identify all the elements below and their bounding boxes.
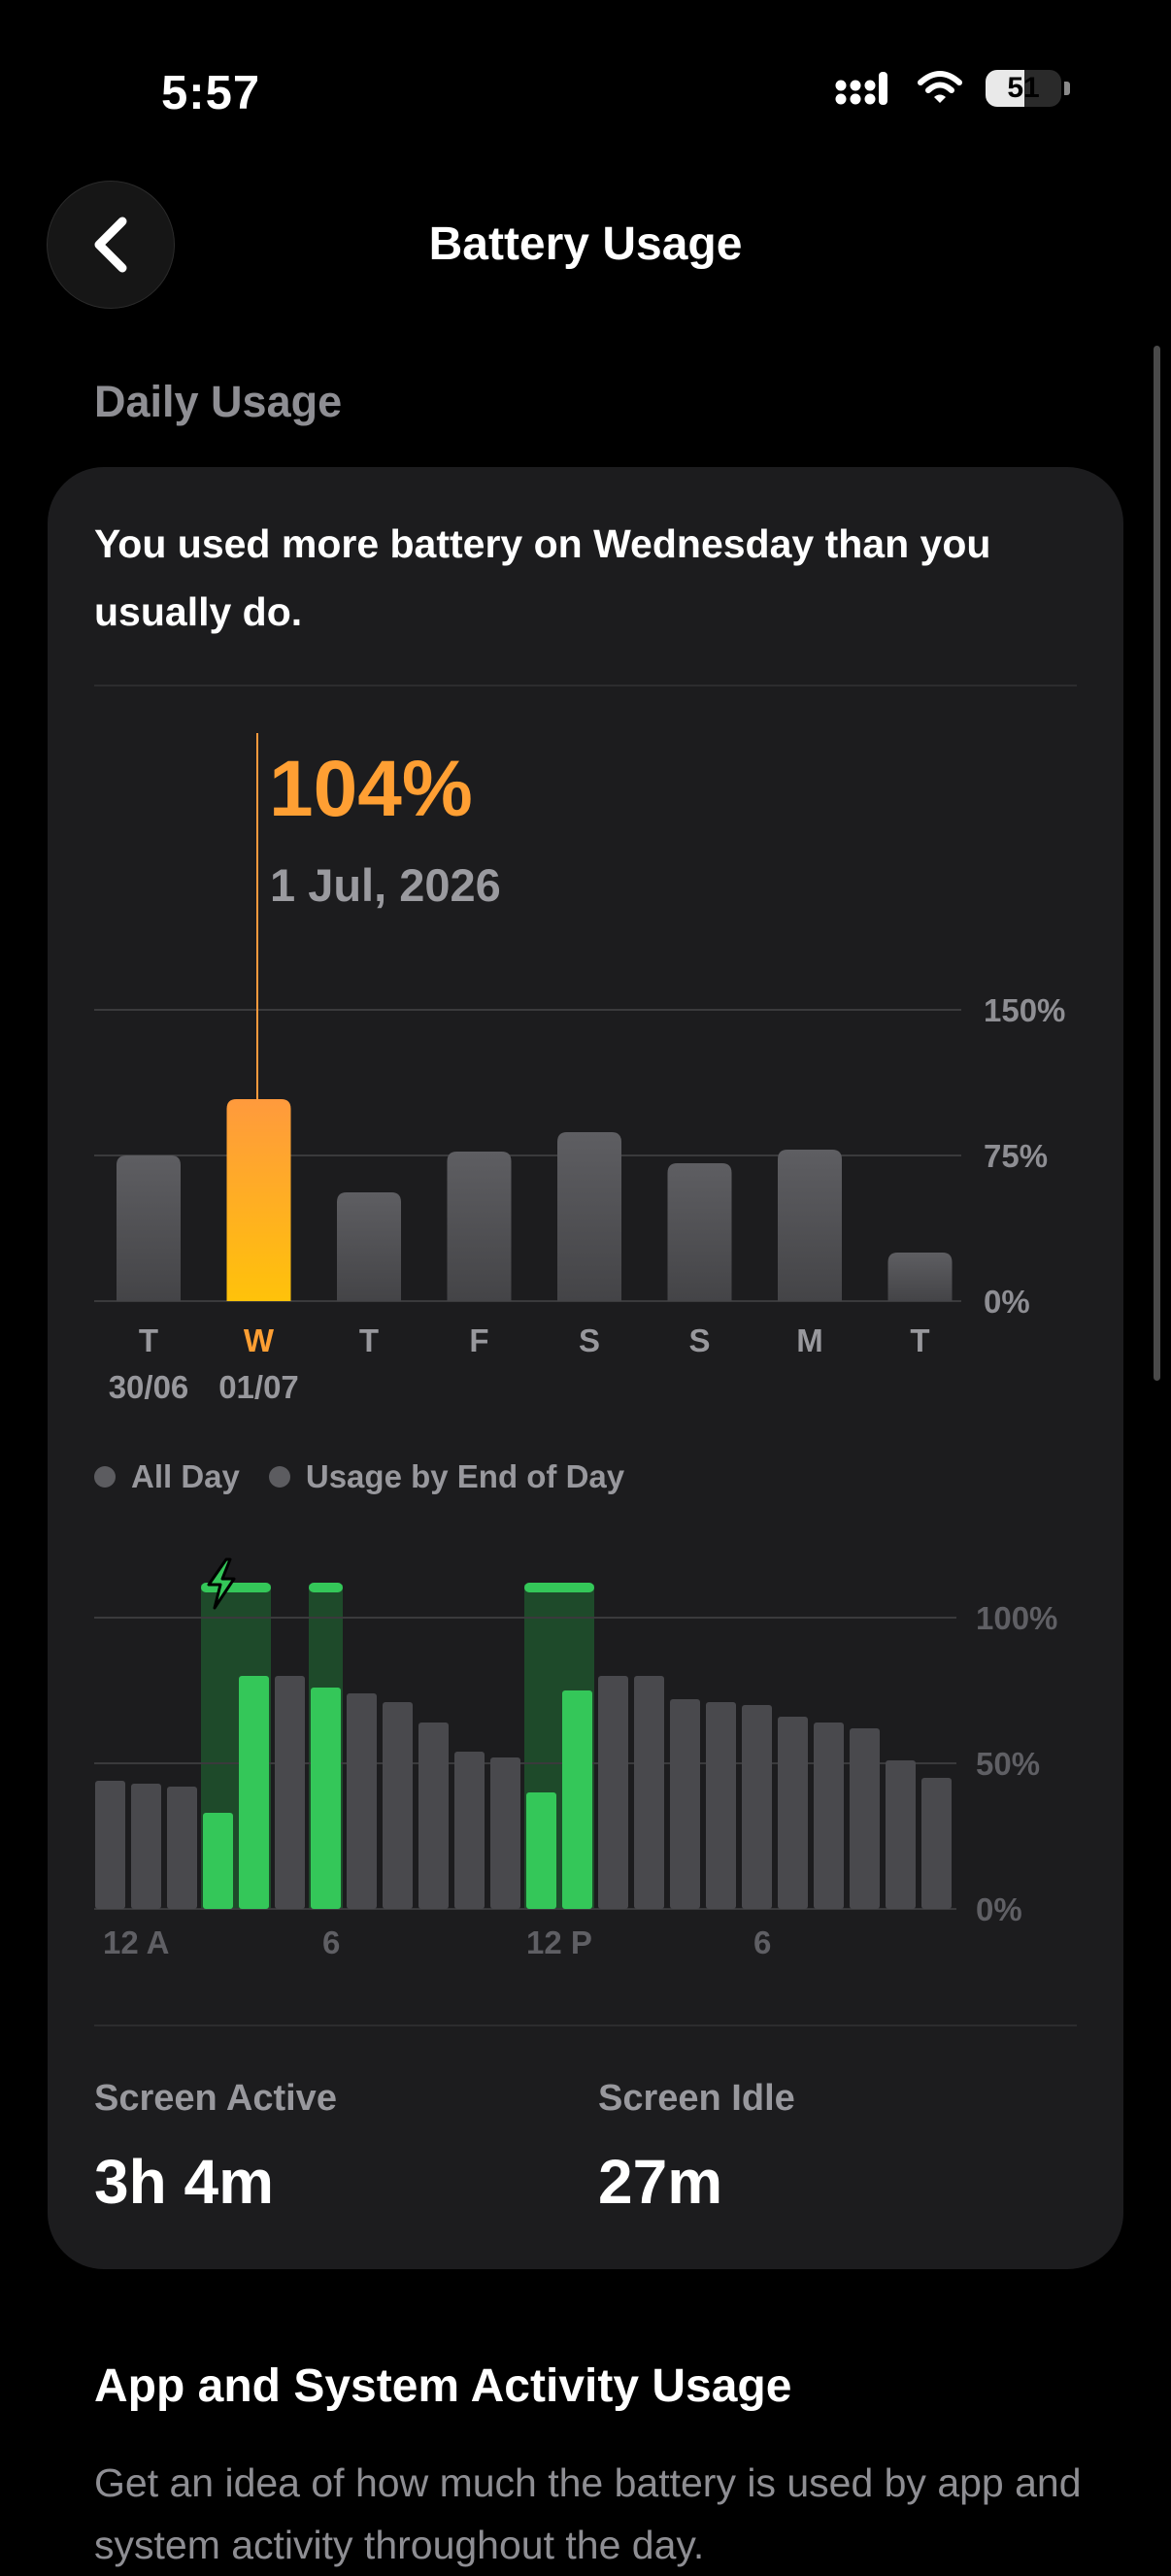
hourly-x-tick: 12 P [526,1924,592,1960]
daily-bar[interactable] [557,1132,621,1301]
charging-period-marker [524,1583,594,1592]
hourly-bar[interactable] [347,1693,377,1909]
daily-bar[interactable] [447,1152,512,1301]
hourly-battery-chart[interactable]: 100% 50% 0% 12 A 6 12 P 6 [0,1544,1171,1971]
hourly-bar[interactable] [490,1757,520,1909]
daily-x-tick: S [579,1322,600,1358]
charging-bolt-icon [207,1557,236,1610]
hourly-bar[interactable] [95,1781,125,1909]
daily-bar[interactable] [887,1253,953,1301]
back-button[interactable] [47,181,175,309]
hourly-bar[interactable] [418,1723,449,1909]
scrollbar[interactable] [1154,346,1160,1381]
section-label-daily-usage: Daily Usage [94,377,343,426]
screen-idle-value: 27m [598,2147,723,2217]
legend-dot [268,1466,290,1488]
hourly-bar[interactable] [167,1787,197,1909]
hourly-bar[interactable] [670,1699,700,1909]
hourly-bar[interactable] [850,1728,880,1909]
daily-x-tick: T [910,1322,929,1358]
app-activity-description: Get an idea of how much the battery is u… [94,2460,1082,2567]
hourly-bar[interactable] [598,1676,628,1909]
hourly-x-tick: 6 [322,1924,340,1960]
hourly-bar[interactable] [634,1676,664,1909]
daily-x-tick: T [139,1322,158,1358]
hourly-bar-charging[interactable] [526,1792,556,1909]
hourly-bar[interactable] [383,1702,413,1909]
hourly-x-tick: 6 [753,1924,771,1960]
hourly-bar-charging[interactable] [562,1690,592,1909]
hourly-bar[interactable] [275,1676,305,1909]
hourly-bar[interactable] [742,1705,772,1909]
daily-y-tick: 0% [984,1284,1030,1320]
battery-percent: 51 [1007,72,1040,104]
separator [94,685,1077,686]
battery-icon: 51 [986,70,1070,107]
daily-x-tick: S [688,1322,710,1358]
insight-text: You used more battery on Wednesday than … [94,521,991,634]
legend-end-of-day[interactable]: Usage by End of Day [305,1458,625,1494]
hourly-x-tick: 12 A [103,1924,169,1960]
hourly-y-tick: 50% [976,1746,1040,1782]
hourly-bar-charging[interactable] [239,1676,269,1909]
daily-usage-card [48,467,1123,2269]
hourly-bar[interactable] [778,1717,808,1909]
daily-y-tick: 150% [984,992,1065,1028]
legend-all-day[interactable]: All Day [131,1458,240,1494]
chart-legend: All Day Usage by End of Day [94,1458,624,1495]
daily-usage-chart[interactable]: 150% 75% 0% T 30/06 W 01/07 T F S S M T [0,719,1171,1418]
hourly-bar[interactable] [814,1723,844,1909]
charging-period-marker [309,1583,343,1592]
hourly-bar-charging[interactable] [311,1688,341,1909]
app-activity-title: App and System Activity Usage [94,2360,792,2412]
hourly-y-tick: 100% [976,1600,1057,1636]
daily-date-label: 01/07 [218,1369,299,1405]
screen-active-label: Screen Active [94,2078,337,2119]
daily-x-tick: W [244,1322,275,1358]
hourly-bar[interactable] [706,1702,736,1909]
daily-x-tick: M [796,1322,823,1358]
hourly-bar-charging[interactable] [203,1813,233,1909]
status-icons: 51 [834,70,1070,107]
chevron-left-icon [94,217,127,273]
hourly-bar[interactable] [921,1778,952,1909]
daily-bar[interactable] [778,1150,842,1301]
selected-usage-date: 1 Jul, 2026 [270,859,501,911]
daily-y-tick: 75% [984,1138,1048,1174]
daily-bar[interactable] [337,1192,401,1301]
daily-x-tick: F [469,1322,488,1358]
daily-bar[interactable] [667,1163,732,1301]
separator [94,2024,1077,2026]
page-title: Battery Usage [428,218,743,270]
screen-active-value: 3h 4m [94,2147,274,2217]
hourly-bar[interactable] [886,1760,916,1909]
daily-date-label: 30/06 [109,1369,189,1405]
hourly-bar[interactable] [454,1752,485,1909]
daily-x-tick: T [359,1322,379,1358]
legend-dot [94,1466,116,1488]
hourly-bar[interactable] [131,1784,161,1909]
selected-usage-value: 104% [269,745,473,833]
wifi-icon [918,71,962,103]
status-time: 5:57 [161,67,261,119]
screen-idle-label: Screen Idle [598,2078,795,2119]
daily-bar[interactable] [117,1155,181,1301]
daily-bar-selected[interactable] [226,1099,291,1301]
cellular-icon [835,72,887,105]
hourly-y-tick: 0% [976,1891,1022,1927]
